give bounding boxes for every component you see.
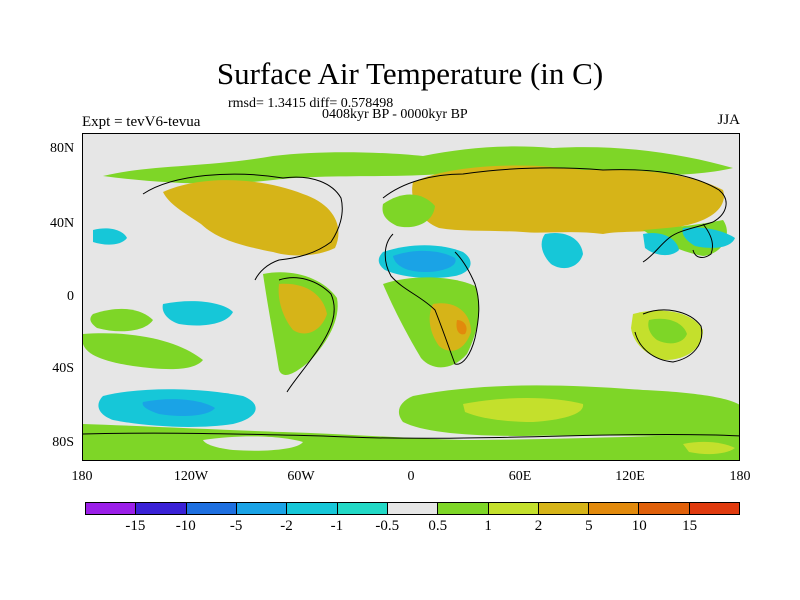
colorbar-swatch	[689, 503, 740, 514]
lat-label-40n: 40N	[50, 216, 75, 231]
colorbar-label: 0.5	[428, 518, 448, 534]
colorbar-swatch	[186, 503, 237, 514]
colorbar-label: 1	[484, 518, 492, 534]
colorbar-swatch	[236, 503, 288, 514]
colorbar-label: 5	[585, 518, 593, 534]
colorbar-swatch	[639, 503, 690, 514]
lat-label-80n: 80N	[50, 141, 75, 156]
stats-label: rmsd= 1.3415 diff= 0.578498	[228, 96, 394, 111]
colorbar-swatch	[438, 503, 489, 514]
anomaly-fills	[83, 134, 739, 460]
lon-label-120w: 120W	[173, 469, 209, 484]
colorbar-swatch	[538, 503, 590, 514]
map-title: Surface Air Temperature (in C)	[216, 56, 604, 91]
lat-label-40s: 40S	[52, 361, 74, 376]
colorbar-swatch	[287, 503, 338, 514]
colorbar-swatch	[337, 503, 388, 514]
colorbar-label: 15	[682, 518, 698, 534]
lon-label-180w: 180	[71, 469, 93, 484]
colorbar-swatch	[86, 503, 137, 514]
colorbar-label: -2	[280, 518, 293, 534]
colorbar-label: 10	[631, 518, 647, 534]
colorbar-label: -15	[125, 518, 146, 534]
lat-label-80s: 80S	[52, 435, 74, 450]
period-label: 0408kyr BP - 0000kyr BP	[322, 107, 468, 122]
colorbar-label: -0.5	[375, 518, 400, 534]
colorbar	[85, 502, 740, 515]
colorbar-swatch	[136, 503, 187, 514]
colorbar-label: -5	[229, 518, 243, 534]
lon-label-180e: 180	[729, 469, 751, 484]
lon-label-60e: 60E	[508, 469, 532, 484]
colorbar-label: -1	[330, 518, 344, 534]
colorbar-swatch	[387, 503, 439, 514]
lon-label-60w: 60W	[287, 469, 315, 484]
map-svg	[83, 134, 739, 460]
lat-label-0: 0	[67, 289, 74, 304]
season-label: JJA	[717, 112, 740, 128]
experiment-label: Expt = tevV6-tevua	[82, 114, 201, 130]
colorbar-label: 2	[534, 518, 543, 534]
lon-label-0: 0	[407, 469, 415, 484]
colorbar-swatch	[488, 503, 539, 514]
colorbar-label: -10	[175, 518, 196, 534]
coastlines	[83, 167, 739, 439]
colorbar-swatch	[589, 503, 640, 514]
lon-label-120e: 120E	[615, 469, 645, 484]
temperature-map	[82, 133, 740, 461]
